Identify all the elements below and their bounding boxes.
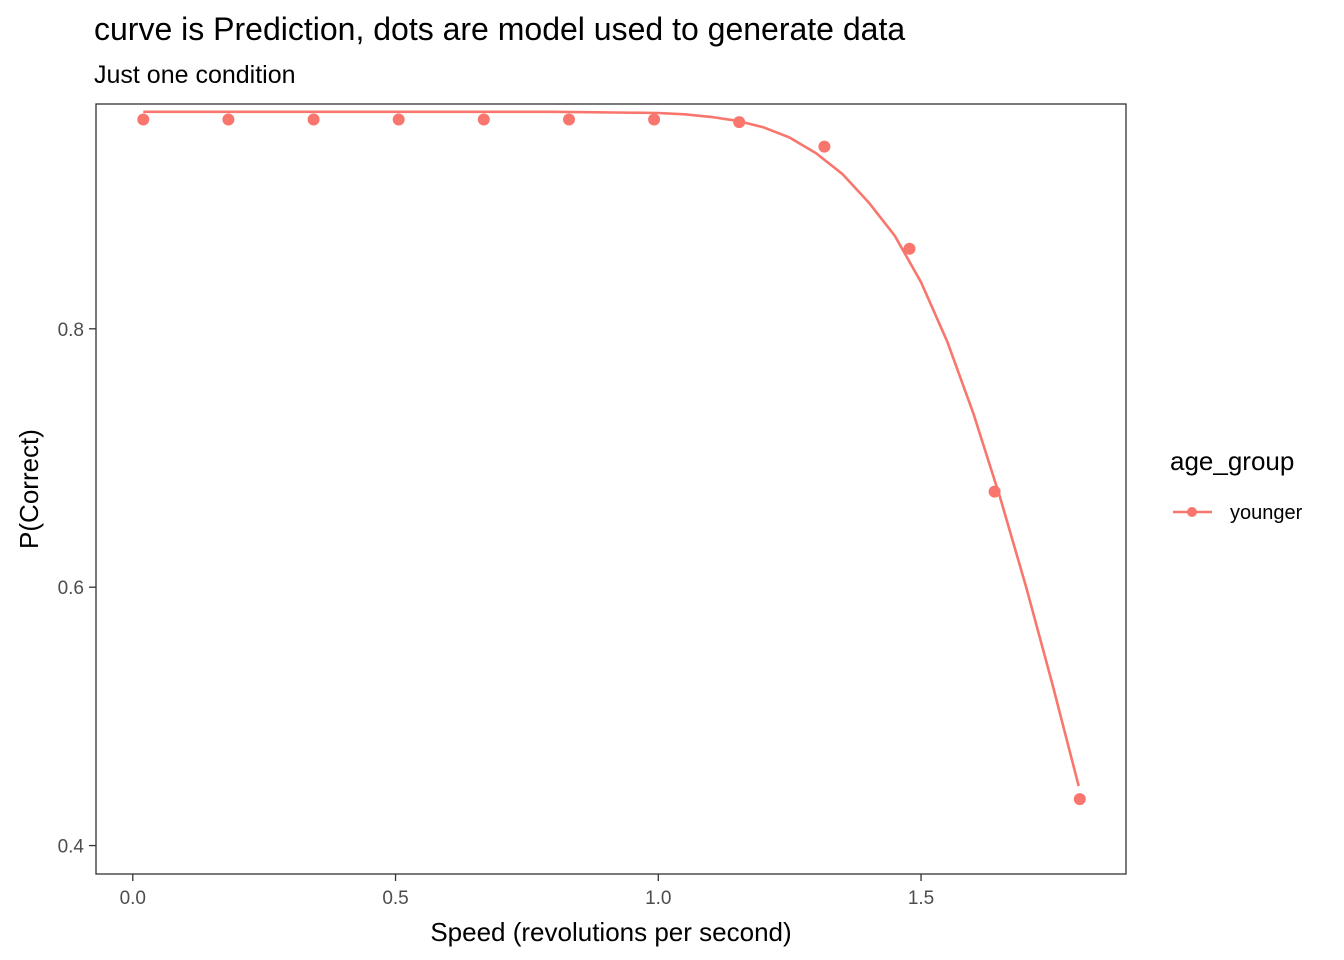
data-point bbox=[307, 113, 320, 126]
data-point bbox=[477, 113, 490, 126]
data-point bbox=[137, 113, 150, 126]
data-point bbox=[988, 485, 1001, 498]
y-tick-label: 0.6 bbox=[58, 578, 84, 599]
x-axis: 0.0 0.5 1.0 1.5 bbox=[120, 874, 934, 909]
data-point bbox=[563, 113, 575, 126]
data-point bbox=[1073, 793, 1086, 806]
x-tick-label: 0.0 bbox=[120, 888, 146, 909]
legend: age_group younger bbox=[1170, 446, 1303, 524]
data-point bbox=[222, 113, 235, 126]
data-point bbox=[733, 116, 746, 129]
data-point bbox=[648, 113, 661, 126]
data-point bbox=[903, 242, 916, 255]
plot-panel bbox=[95, 103, 1127, 875]
legend-key-point bbox=[1187, 507, 1197, 517]
legend-label-younger: younger bbox=[1230, 502, 1303, 524]
y-axis: 0.4 0.6 0.8 bbox=[58, 320, 96, 858]
series-layer bbox=[137, 110, 1086, 806]
data-point bbox=[818, 140, 831, 153]
y-axis-title: P(Correct) bbox=[14, 429, 44, 549]
y-tick-label: 0.4 bbox=[58, 837, 85, 858]
x-tick-label: 1.0 bbox=[645, 888, 671, 909]
x-tick-label: 1.5 bbox=[908, 888, 934, 909]
x-tick-label: 0.5 bbox=[382, 888, 408, 909]
x-axis-title: Speed (revolutions per second) bbox=[430, 917, 791, 947]
legend-title: age_group bbox=[1170, 446, 1294, 476]
prediction-curve-younger bbox=[143, 110, 1080, 787]
y-tick-label: 0.8 bbox=[58, 320, 84, 341]
data-point bbox=[392, 113, 405, 126]
chart-title: curve is Prediction, dots are model used… bbox=[94, 11, 905, 47]
chart-subtitle: Just one condition bbox=[94, 61, 296, 89]
